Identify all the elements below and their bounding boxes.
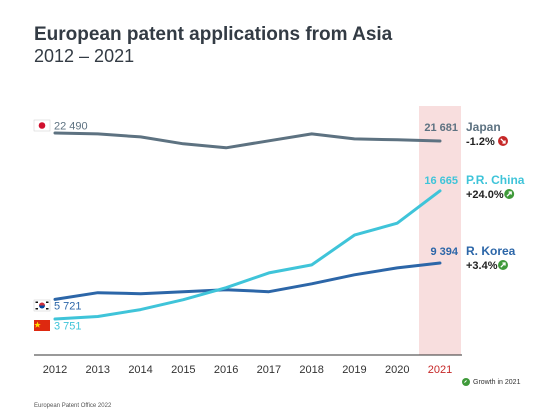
growth-legend-label: Growth in 2021 bbox=[473, 379, 520, 386]
japan-flag bbox=[34, 120, 50, 131]
x-tick-label-2015: 2015 bbox=[171, 364, 195, 376]
korea-flag-trigram-0 bbox=[36, 302, 39, 304]
growth-up-icon bbox=[462, 378, 470, 386]
series-name-korea: R. Korea bbox=[466, 244, 516, 258]
x-tick-label-2020: 2020 bbox=[385, 364, 409, 376]
growth-value-japan: -1.2% bbox=[466, 136, 495, 148]
x-tick-label-2019: 2019 bbox=[342, 364, 366, 376]
growth-value-korea: +3.4% bbox=[466, 260, 498, 272]
series-line-china bbox=[55, 191, 440, 319]
korea-flag-trigram-1 bbox=[46, 302, 49, 304]
korea-flag-trigram-2 bbox=[36, 308, 39, 310]
x-tick-label-2016: 2016 bbox=[214, 364, 238, 376]
end-value-china: 16 665 bbox=[424, 175, 458, 187]
x-tick-label-2014: 2014 bbox=[128, 364, 152, 376]
growth-value-china: +24.0% bbox=[466, 189, 504, 201]
start-label-korea: 5 721 bbox=[54, 301, 82, 313]
growth-legend: Growth in 2021 bbox=[462, 378, 520, 386]
korea-flag-trigram-3 bbox=[46, 308, 49, 310]
japan-flag-sun bbox=[39, 122, 46, 129]
start-label-japan: 22 490 bbox=[54, 121, 88, 133]
growth-up-icon-korea bbox=[498, 260, 508, 270]
x-tick-label-2013: 2013 bbox=[86, 364, 110, 376]
highlight-band-2021 bbox=[419, 106, 461, 355]
china-flag bbox=[34, 320, 50, 331]
growth-up-icon-china bbox=[504, 189, 514, 199]
korea-flag bbox=[34, 300, 50, 311]
growth-down-icon-japan bbox=[498, 136, 508, 146]
series-name-japan: Japan bbox=[466, 120, 501, 134]
source-footer: European Patent Office 2022 bbox=[34, 403, 111, 409]
end-value-korea: 9 394 bbox=[430, 246, 458, 258]
x-tick-label-2017: 2017 bbox=[257, 364, 281, 376]
x-tick-label-2012: 2012 bbox=[43, 364, 67, 376]
x-tick-label-2021: 2021 bbox=[428, 364, 452, 376]
series-name-china: P.R. China bbox=[466, 173, 525, 187]
end-value-japan: 21 681 bbox=[424, 122, 458, 134]
start-label-china: 3 751 bbox=[54, 321, 82, 333]
x-tick-label-2018: 2018 bbox=[299, 364, 323, 376]
series-line-japan bbox=[55, 133, 440, 148]
